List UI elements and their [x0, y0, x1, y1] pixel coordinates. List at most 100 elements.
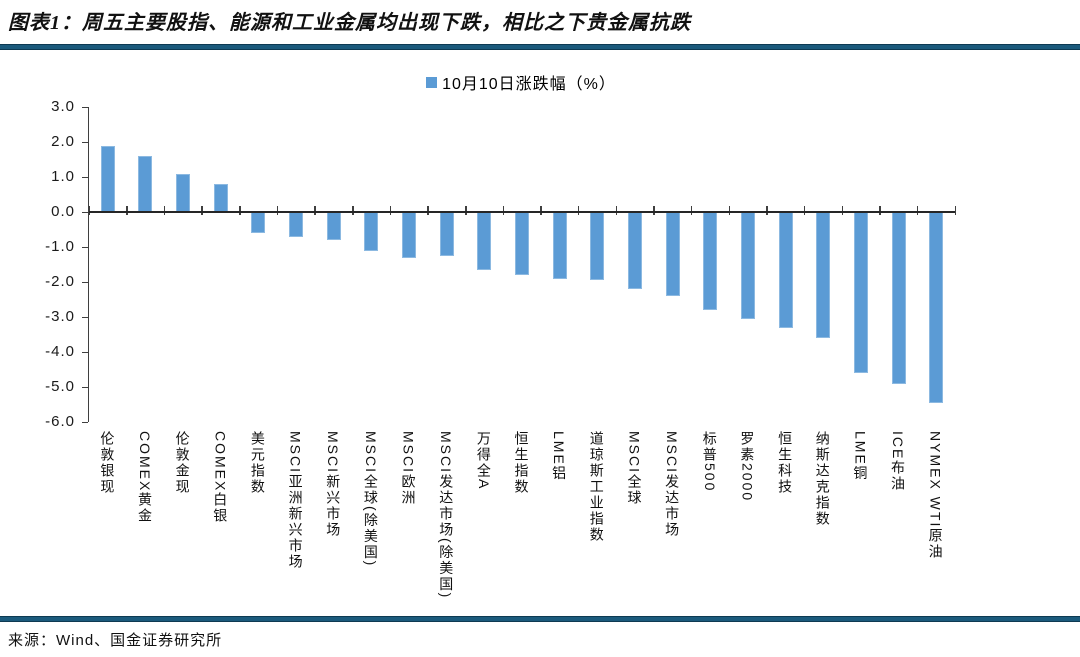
x-axis-tick: [954, 206, 956, 215]
x-axis-category-label: 道琼斯工业指数: [588, 431, 605, 543]
bar: [515, 212, 529, 275]
x-axis-category-label: 万得全A: [475, 431, 492, 491]
y-axis-tick-label: 1.0: [51, 168, 75, 185]
x-axis-category-label: 恒生指数: [513, 431, 530, 495]
footer-divider: [0, 617, 1080, 621]
x-axis-zero-line: [89, 211, 955, 213]
y-axis-tick: [82, 106, 88, 108]
bar: [552, 212, 567, 279]
x-axis-tick: [352, 206, 354, 215]
y-axis-tick: [82, 421, 88, 423]
x-axis-category-label: COMEX白银: [212, 431, 229, 525]
x-axis-tick: [502, 206, 505, 215]
bar: [289, 212, 304, 237]
y-axis-tick: [82, 141, 88, 143]
y-axis-tick-label: 3.0: [51, 98, 75, 115]
y-axis-tick: [82, 211, 88, 213]
x-axis-tick: [690, 206, 693, 215]
x-axis-category-label: LME铜: [852, 431, 869, 482]
bar: [176, 173, 191, 212]
bar: [740, 212, 755, 319]
figure-title: 图表1：周五主要股指、能源和工业金属均出现下跌，相比之下贵金属抗跌: [8, 12, 691, 34]
bar: [402, 212, 417, 258]
bar: [251, 212, 266, 233]
x-axis-category-label: MSCI欧洲: [400, 431, 417, 506]
y-axis-tick-label: -1.0: [45, 238, 75, 255]
x-axis-category-label: MSCI发达市场: [664, 431, 681, 538]
bar: [364, 212, 379, 251]
y-axis-tick-label: 2.0: [51, 133, 75, 150]
title-divider: [0, 45, 1080, 49]
x-axis-tick: [577, 206, 580, 215]
x-axis-tick: [540, 206, 542, 215]
y-axis-tick: [82, 246, 88, 248]
legend-label: 10月10日涨跌幅（%）: [442, 76, 616, 93]
x-axis-tick: [615, 206, 618, 215]
bar: [627, 212, 642, 289]
x-axis-category-label: COMEX黄金: [136, 431, 153, 525]
bar: [477, 212, 492, 270]
y-axis-tick: [82, 176, 88, 178]
x-axis-category-label: 伦敦金现: [174, 431, 191, 495]
bar: [816, 212, 831, 338]
plot-area: 3.0 2.0 1.0 0.0 -1.0 -2.0 -3.0 -4.0 -5.0 -6.0: [45, 98, 956, 430]
y-axis-tick-label: -6.0: [45, 413, 75, 430]
x-axis-tick: [126, 206, 128, 215]
x-axis-category-label: 恒生科技: [777, 431, 794, 495]
bar: [590, 212, 605, 281]
x-axis-category-label: 纳斯达克指数: [814, 431, 831, 527]
x-axis-category-label: MSCI新兴市场: [325, 431, 342, 538]
bar: [138, 156, 153, 212]
bar: [929, 212, 944, 403]
x-axis-category-label: MSCI全球(除美国): [362, 431, 379, 568]
x-axis-tick: [314, 206, 316, 215]
bar: [853, 212, 868, 373]
x-axis-tick: [841, 206, 844, 215]
chart-legend: 10月10日涨跌幅（%）: [88, 70, 954, 94]
bar: [213, 184, 228, 212]
y-axis-tick-label: 0.0: [51, 203, 75, 220]
x-axis-tick: [389, 206, 392, 215]
x-axis-tick: [803, 206, 806, 215]
y-axis-tick-label: -4.0: [45, 343, 75, 360]
y-axis-tick: [82, 316, 88, 318]
x-axis-category-label: 美元指数: [249, 431, 266, 495]
bar: [326, 212, 341, 240]
x-axis-category-label: 标普500: [701, 431, 718, 493]
y-axis-tick: [82, 281, 88, 283]
legend-swatch-icon: [426, 76, 438, 88]
y-axis-tick: [82, 351, 88, 353]
x-axis-category-label: LME铝: [551, 431, 568, 482]
y-axis-tick: [82, 386, 88, 388]
x-axis-category-label: MSCI亚洲新兴市场: [287, 431, 304, 570]
x-axis-category-label: NYMEX WTI原油: [927, 431, 944, 561]
x-axis-tick: [465, 206, 467, 215]
y-axis-tick-label: -3.0: [45, 308, 75, 325]
source-note: 来源：Wind、国金证券研究所: [8, 632, 223, 649]
bar: [703, 212, 718, 310]
x-axis-tick: [653, 206, 655, 215]
x-axis-tick: [728, 206, 731, 215]
y-axis-tick-label: -5.0: [45, 378, 75, 395]
x-axis-category-label: 罗素2000: [739, 431, 756, 503]
x-axis-category-label: 伦敦银现: [99, 431, 116, 495]
x-axis-tick: [427, 206, 429, 215]
x-axis-tick: [88, 206, 90, 215]
x-axis-tick: [276, 206, 279, 215]
bar: [100, 145, 115, 212]
x-axis-tick: [916, 206, 919, 215]
x-axis-category-label: ICE布油: [890, 431, 907, 493]
bar: [439, 212, 454, 256]
x-axis-labels: 伦敦银现 COMEX黄金 伦敦金现 COMEX白银 美元指数 MSCI亚洲新兴市场 MSCI…: [88, 431, 954, 613]
x-axis-tick: [879, 206, 881, 215]
x-axis-category-label: MSCI发达市场(除美国): [438, 431, 455, 600]
x-axis-tick: [239, 206, 241, 215]
x-axis-tick: [766, 206, 768, 215]
x-axis-tick: [201, 206, 203, 215]
y-axis-tick-label: -2.0: [45, 273, 75, 290]
bar: [665, 212, 680, 296]
x-axis-category-label: MSCI全球: [626, 431, 643, 506]
x-axis-tick: [163, 206, 166, 215]
bar: [778, 212, 793, 328]
